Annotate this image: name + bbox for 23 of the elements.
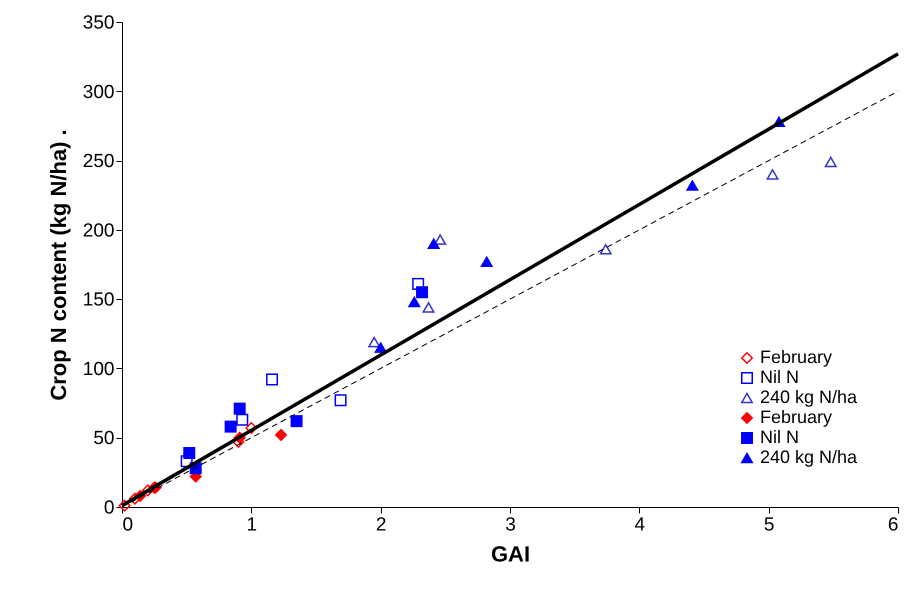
x-tick-label: 6 — [888, 514, 898, 536]
y-tick-label: 250 — [82, 151, 114, 172]
y-tick-label: 150 — [82, 290, 114, 311]
y-tick-label: 100 — [82, 358, 114, 380]
x-tick-label: 0 — [122, 514, 134, 536]
y-tick-label: 50 — [93, 428, 114, 450]
y-tick-label: 300 — [82, 82, 114, 103]
legend-label: 240 kg N/ha — [760, 387, 858, 407]
y-tick-label: 0 — [104, 498, 114, 518]
x-tick-label: 2 — [376, 514, 386, 536]
legend-label: Nil N — [760, 427, 799, 447]
x-axis-title: GAI — [490, 542, 530, 566]
legend-label: February — [760, 347, 832, 367]
y-tick-label: 350 — [82, 12, 114, 34]
legend-label: February — [760, 407, 832, 427]
legend-label: 240 kg N/ha — [760, 447, 858, 467]
x-tick-label: 1 — [246, 514, 258, 536]
y-axis-title: Crop N content (kg N/ha) . — [46, 129, 71, 401]
x-tick-label: 3 — [505, 514, 516, 536]
x-tick-label: 5 — [764, 514, 774, 536]
x-tick-label: 4 — [634, 514, 646, 536]
legend-label: Nil N — [760, 367, 799, 387]
y-tick-label: 200 — [82, 220, 114, 242]
